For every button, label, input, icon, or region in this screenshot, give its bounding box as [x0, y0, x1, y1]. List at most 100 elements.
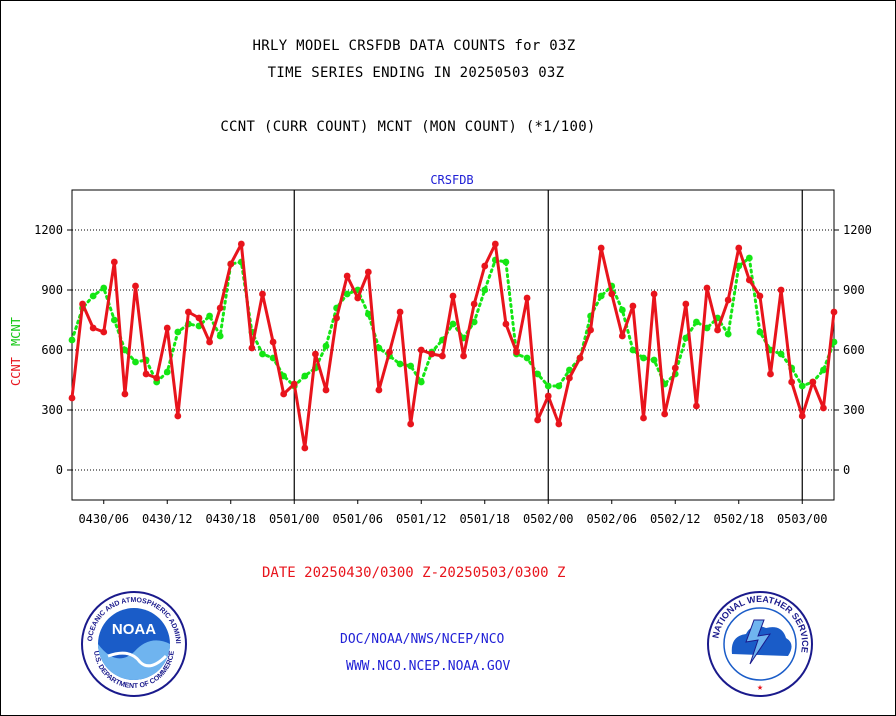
- x-tick-label: 0501/18: [459, 512, 510, 526]
- data-point-ccnt: [174, 412, 182, 420]
- data-point-ccnt: [534, 416, 542, 424]
- data-point-mcnt: [132, 358, 139, 366]
- data-point-ccnt: [650, 290, 658, 298]
- data-point-mcnt: [703, 324, 711, 332]
- data-point-mcnt: [735, 262, 743, 270]
- data-point-mcnt: [777, 350, 785, 358]
- data-point-ccnt: [470, 300, 478, 308]
- y-tick-label-left: 900: [41, 283, 63, 297]
- data-point-mcnt: [322, 342, 330, 350]
- data-point-mcnt: [449, 320, 457, 328]
- data-point-ccnt: [513, 348, 520, 356]
- y-tick-label-left: 600: [41, 343, 63, 357]
- chart-title-line1: HRLY MODEL CRSFDB DATA COUNTS for 03Z: [252, 38, 576, 54]
- data-point-mcnt: [375, 344, 383, 352]
- data-point-ccnt: [343, 272, 351, 280]
- data-point-ccnt: [523, 294, 531, 302]
- data-point-mcnt: [407, 362, 415, 370]
- chart-title-line3: CCNT (CURR COUNT) MCNT (MON COUNT) (*1/1…: [220, 119, 596, 135]
- y-tick-label-left: 0: [56, 463, 63, 477]
- data-point-mcnt: [343, 290, 351, 298]
- data-point-mcnt: [618, 306, 626, 314]
- data-point-ccnt: [788, 378, 796, 386]
- data-point-mcnt: [597, 292, 605, 300]
- data-point-ccnt: [100, 328, 108, 336]
- y-tick-label-right: 600: [843, 343, 865, 357]
- data-point-ccnt: [428, 350, 436, 358]
- data-point-mcnt: [301, 372, 309, 380]
- data-point-ccnt: [417, 346, 425, 354]
- noaa-logo: NOAA NATIONAL OCEANIC AND ATMOSPHERIC AD…: [80, 590, 187, 697]
- data-point-ccnt: [587, 326, 594, 334]
- data-point-ccnt: [195, 314, 203, 322]
- data-point-mcnt: [820, 366, 827, 374]
- data-point-mcnt: [481, 286, 489, 294]
- data-point-ccnt: [280, 390, 288, 398]
- data-point-ccnt: [142, 370, 150, 378]
- x-tick-label: 0501/00: [269, 512, 320, 526]
- data-point-ccnt: [671, 364, 679, 372]
- data-point-ccnt: [830, 308, 838, 316]
- data-point-mcnt: [259, 350, 266, 358]
- data-point-ccnt: [206, 338, 213, 346]
- data-point-mcnt: [502, 258, 510, 266]
- data-point-mcnt: [121, 346, 129, 354]
- y-tick-label-left: 300: [41, 403, 63, 417]
- data-point-ccnt: [608, 290, 616, 298]
- data-point-mcnt: [396, 360, 404, 368]
- data-point-ccnt: [640, 414, 647, 422]
- url-link[interactable]: WWW.NCO.NCEP.NOAA.GOV: [346, 659, 511, 674]
- y-axis-label-mcnt: MCNT: [9, 317, 23, 346]
- x-tick-label: 0430/18: [205, 512, 256, 526]
- data-point-ccnt: [693, 402, 700, 410]
- nws-logo: NATIONAL WEATHER SERVICE ★: [707, 591, 813, 697]
- data-point-mcnt: [110, 316, 118, 324]
- date-range-caption: DATE 20250430/0300 Z-20250503/0300 Z: [262, 565, 566, 581]
- data-point-mcnt: [724, 330, 732, 338]
- data-point-mcnt: [555, 382, 563, 390]
- data-point-mcnt: [280, 372, 288, 380]
- data-point-mcnt: [544, 382, 552, 390]
- data-point-ccnt: [661, 410, 669, 418]
- data-point-ccnt: [237, 240, 245, 248]
- data-point-mcnt: [163, 368, 171, 376]
- data-point-ccnt: [301, 444, 309, 452]
- data-point-ccnt: [798, 412, 806, 420]
- data-point-ccnt: [269, 338, 277, 346]
- data-point-ccnt: [491, 240, 499, 248]
- data-point-mcnt: [534, 370, 542, 378]
- x-tick-label: 0430/06: [78, 512, 129, 526]
- data-point-mcnt: [693, 318, 700, 326]
- data-point-ccnt: [629, 302, 637, 310]
- data-point-mcnt: [417, 378, 425, 386]
- data-point-mcnt: [682, 334, 690, 342]
- data-point-mcnt: [364, 310, 372, 318]
- data-point-mcnt: [100, 284, 108, 292]
- data-point-ccnt: [227, 260, 235, 268]
- data-point-ccnt: [110, 258, 118, 266]
- data-point-ccnt: [724, 296, 732, 304]
- data-point-ccnt: [89, 324, 97, 332]
- x-tick-label: 0501/12: [396, 512, 447, 526]
- data-point-ccnt: [386, 348, 393, 356]
- data-point-mcnt: [174, 328, 182, 336]
- data-point-mcnt: [206, 312, 213, 320]
- data-point-mcnt: [68, 336, 76, 344]
- y-tick-label-left: 1200: [34, 223, 63, 237]
- data-point-ccnt: [312, 350, 319, 358]
- org-line: DOC/NOAA/NWS/NCEP/NCO: [340, 632, 505, 647]
- data-point-ccnt: [354, 294, 362, 302]
- data-point-ccnt: [333, 314, 340, 322]
- data-point-ccnt: [407, 420, 415, 428]
- data-point-ccnt: [79, 300, 86, 308]
- star-icon: ★: [757, 682, 763, 693]
- data-point-ccnt: [132, 282, 139, 290]
- y-tick-label-right: 0: [843, 463, 850, 477]
- data-point-ccnt: [767, 370, 774, 378]
- data-point-ccnt: [375, 386, 383, 394]
- y-axis-label-ccnt: CCNT: [9, 357, 23, 386]
- data-point-ccnt: [121, 390, 129, 398]
- data-point-ccnt: [290, 380, 298, 388]
- x-tick-label: 0502/12: [650, 512, 701, 526]
